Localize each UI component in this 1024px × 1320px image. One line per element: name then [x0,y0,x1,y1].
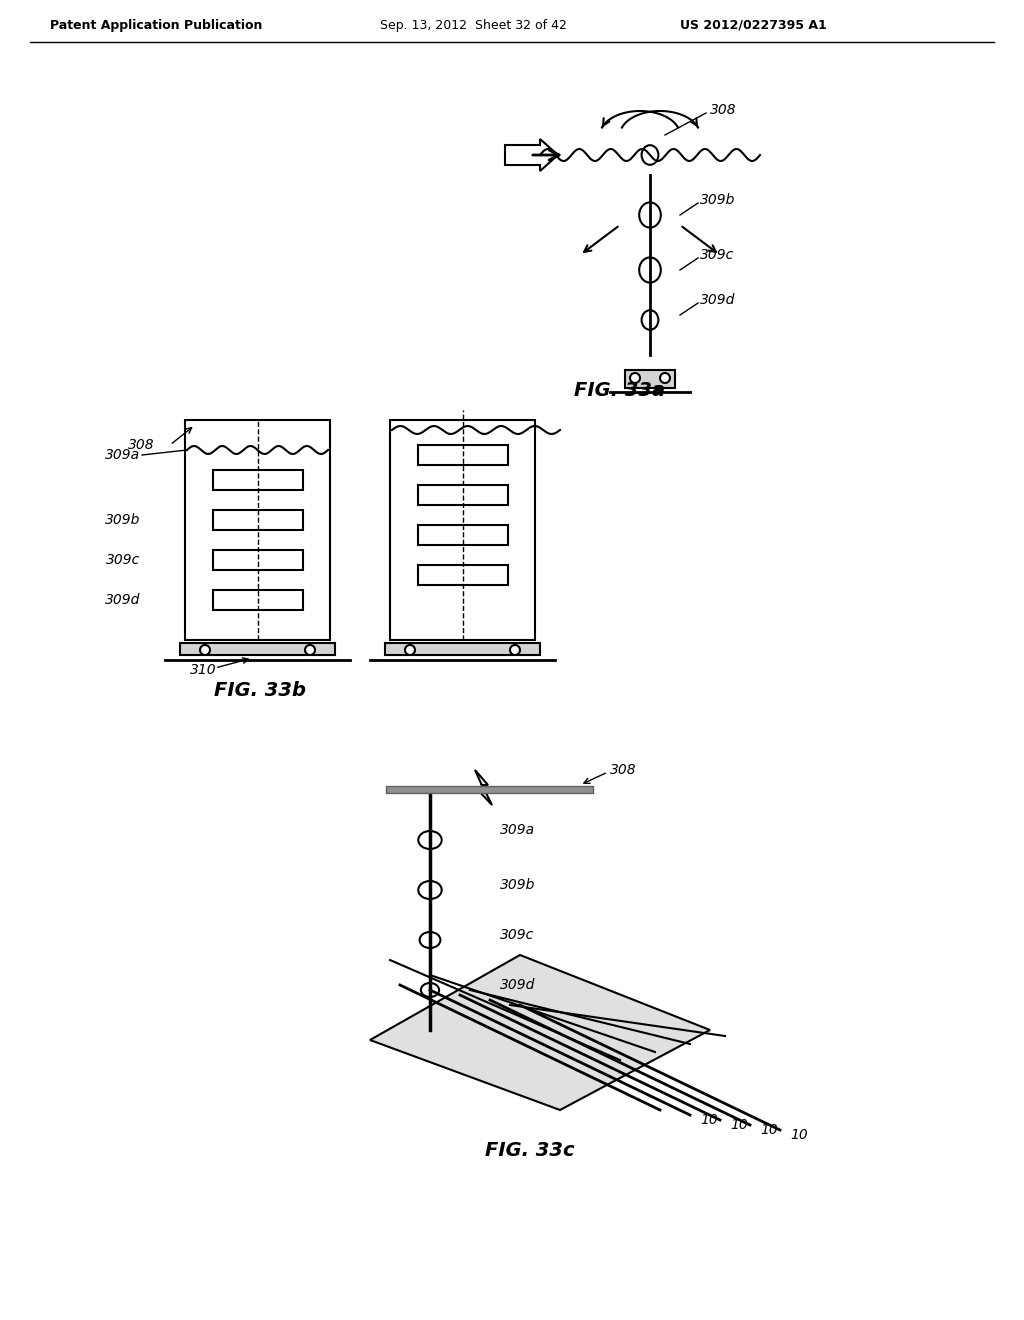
Circle shape [510,645,520,655]
Bar [180,643,335,655]
Bar [418,484,508,506]
Text: 309b: 309b [104,513,140,527]
Text: 309c: 309c [700,248,734,261]
Bar [213,590,302,610]
Bar [390,420,535,640]
Text: 10: 10 [760,1123,778,1137]
Text: 309d: 309d [500,978,536,993]
Text: 309c: 309c [500,928,535,942]
Circle shape [200,645,210,655]
Circle shape [630,374,640,383]
Circle shape [660,374,670,383]
Text: 309a: 309a [104,447,140,462]
Bar [418,445,508,465]
Ellipse shape [642,145,658,165]
Text: 309d: 309d [700,293,735,308]
Bar [418,565,508,585]
Text: FIG. 33c: FIG. 33c [485,1140,574,1159]
Ellipse shape [421,983,439,997]
Ellipse shape [420,932,440,948]
Bar [185,420,330,640]
Text: 309d: 309d [104,593,140,607]
Text: FIG. 33a: FIG. 33a [574,380,666,400]
Text: 309c: 309c [105,553,140,568]
Text: 309a: 309a [500,822,536,837]
Circle shape [305,645,315,655]
Text: Sep. 13, 2012  Sheet 32 of 42: Sep. 13, 2012 Sheet 32 of 42 [380,18,567,32]
Ellipse shape [639,257,660,282]
Bar [213,550,302,570]
Ellipse shape [639,202,660,227]
Bar [418,525,508,545]
Text: 10: 10 [790,1129,808,1142]
Bar [213,510,302,531]
Bar [625,370,675,388]
Text: US 2012/0227395 A1: US 2012/0227395 A1 [680,18,826,32]
Ellipse shape [418,880,441,899]
Text: 308: 308 [610,763,637,777]
Ellipse shape [642,310,658,330]
Text: 308: 308 [710,103,736,117]
Text: 309b: 309b [700,193,735,207]
Polygon shape [505,139,558,172]
Text: 10: 10 [730,1118,748,1133]
Polygon shape [370,954,710,1110]
Text: 309b: 309b [500,878,536,892]
Text: 310: 310 [190,663,217,677]
Text: 10: 10 [700,1113,718,1127]
Ellipse shape [418,832,441,849]
Text: 308: 308 [128,438,155,451]
Circle shape [406,645,415,655]
Polygon shape [475,770,492,805]
Text: Patent Application Publication: Patent Application Publication [50,18,262,32]
Bar [213,470,302,490]
Bar [385,643,540,655]
Text: FIG. 33b: FIG. 33b [214,681,306,700]
